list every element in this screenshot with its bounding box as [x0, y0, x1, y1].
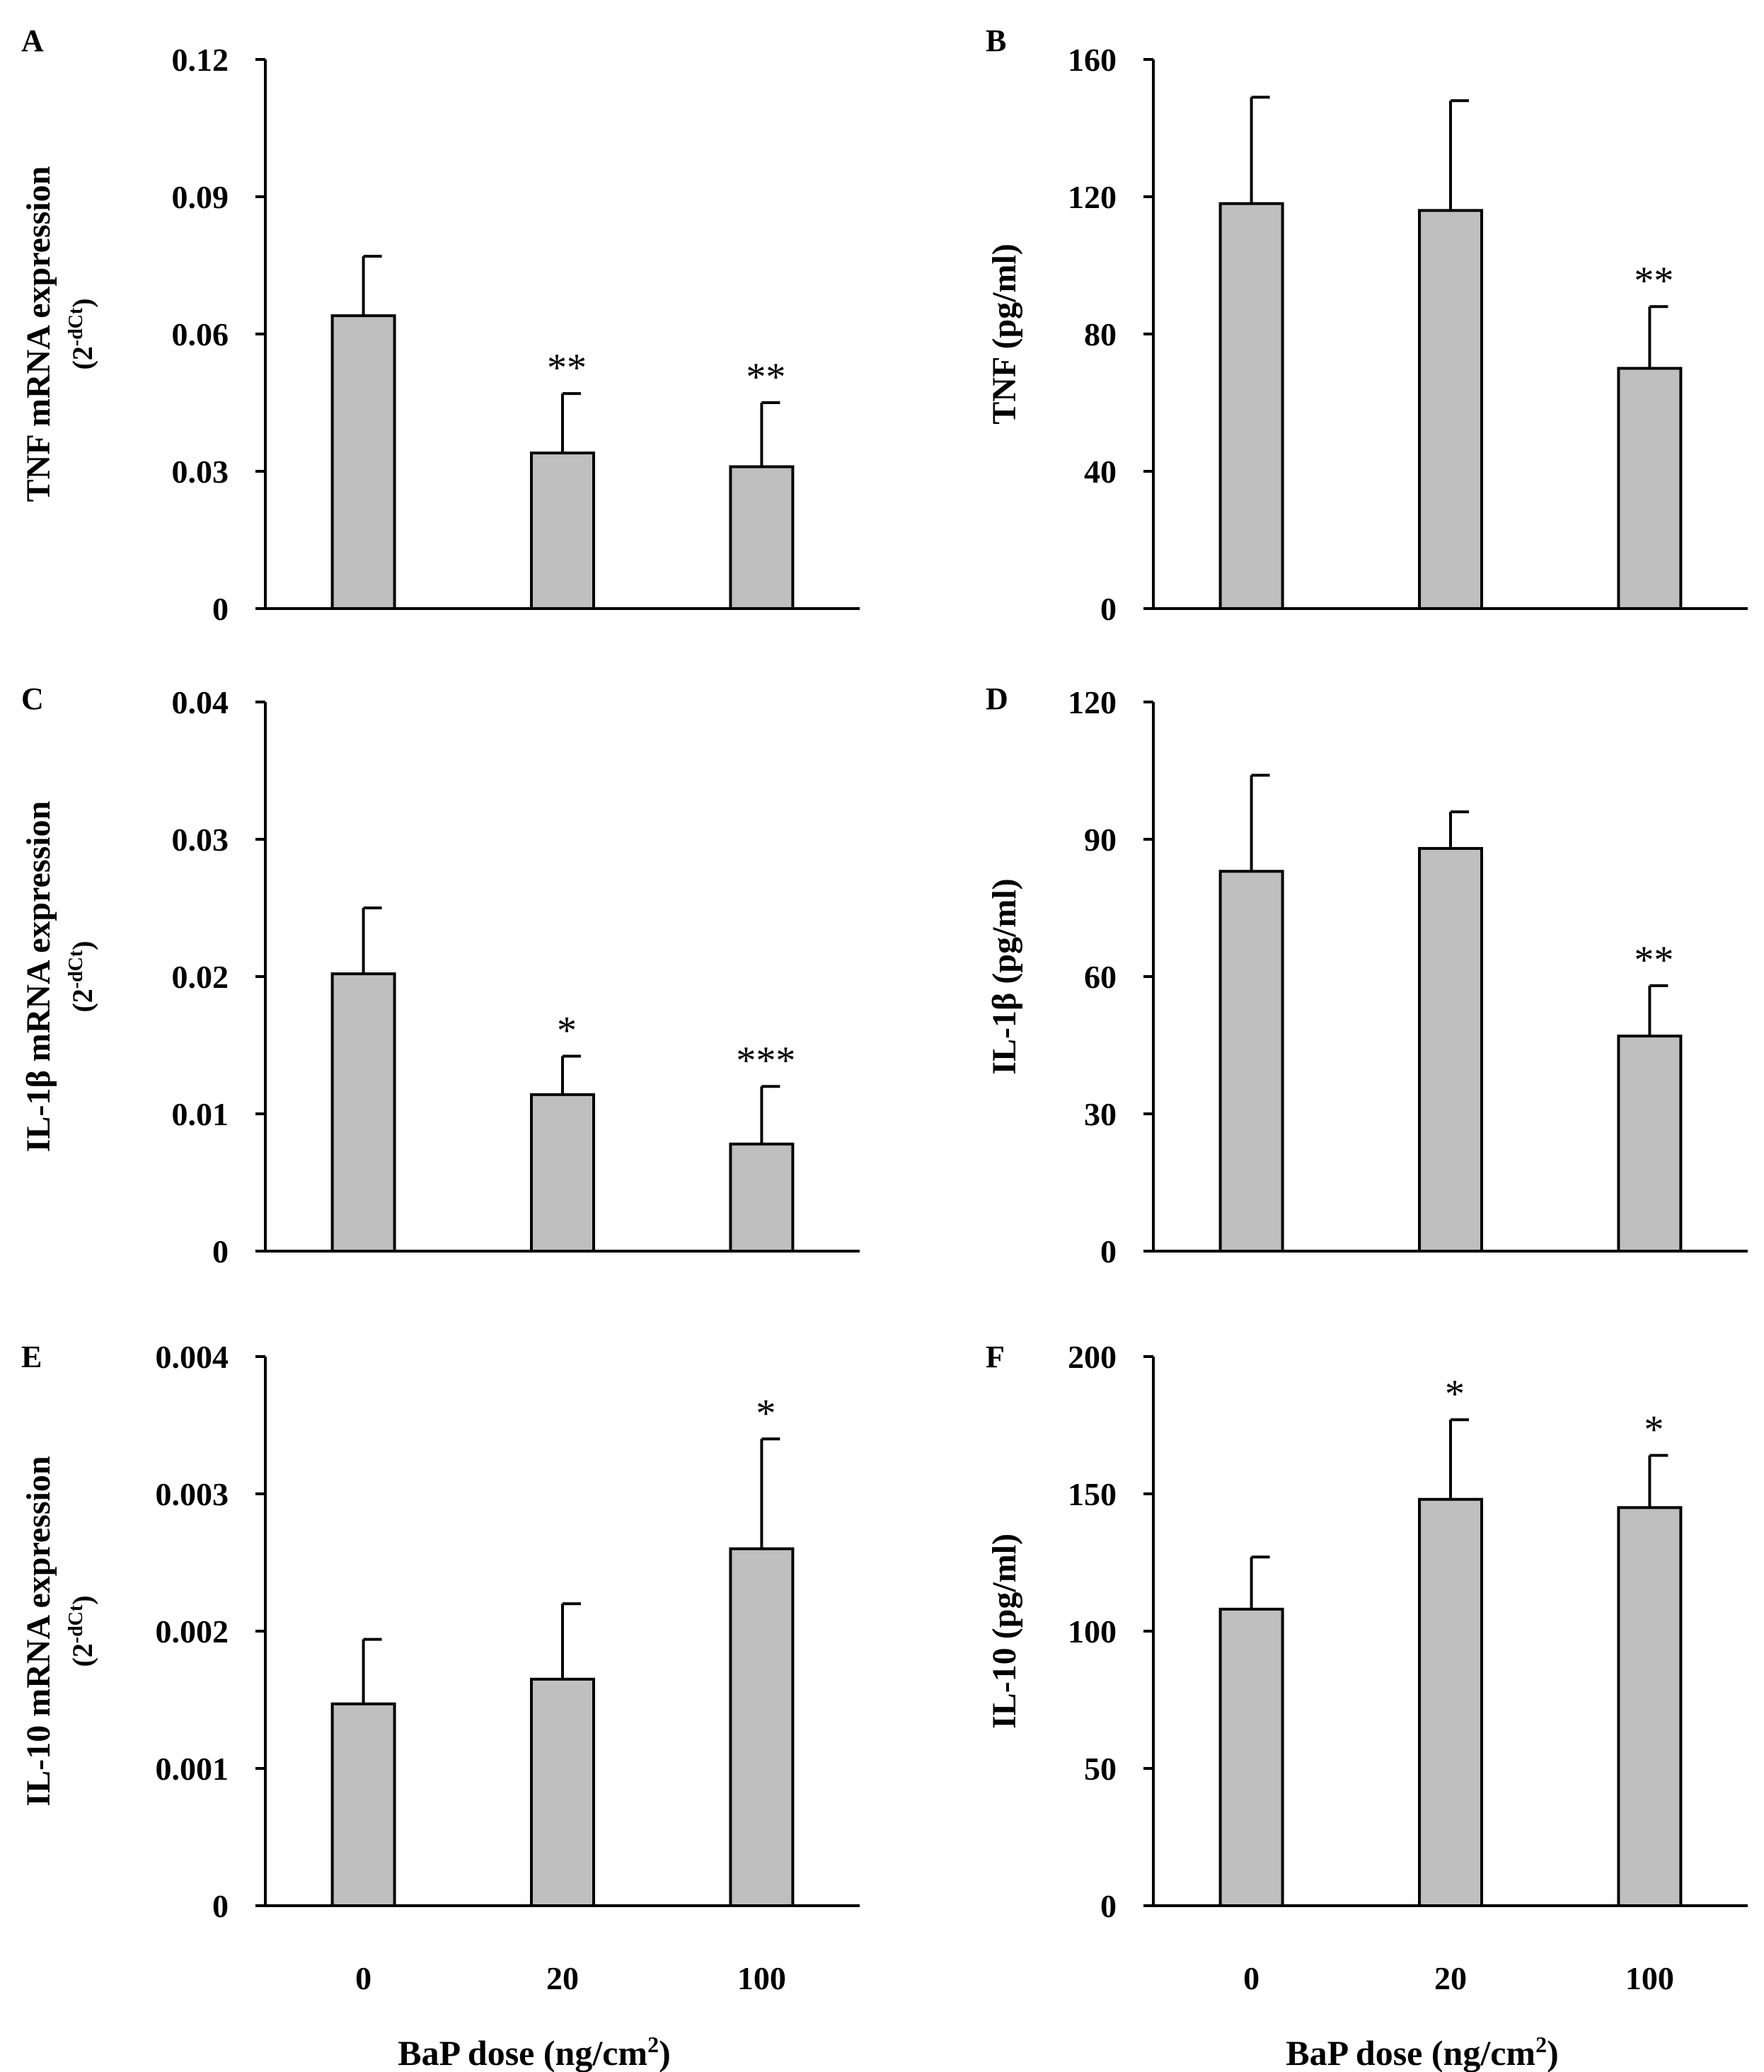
significance-marker: **	[1634, 259, 1673, 303]
y-tick-label: 0.004	[156, 1339, 229, 1375]
y-tick-label: 0.06	[172, 316, 229, 352]
panel-letter: D	[986, 681, 1008, 716]
bar	[1418, 846, 1483, 1253]
bar	[1218, 870, 1284, 1253]
y-tick-label: 0.01	[172, 1096, 229, 1132]
significance-marker: **	[547, 346, 587, 390]
y-axis-title: IL-1β mRNA expression	[20, 801, 57, 1152]
bar	[330, 314, 396, 610]
significance-marker: *	[1644, 1408, 1664, 1452]
y-axis-unit: (2-dCt)	[65, 1595, 98, 1667]
y-tick-label: 0.001	[156, 1751, 229, 1787]
bar	[1418, 1497, 1483, 1907]
panel-d: D 0 30 60 90 120 IL-1β (pg/ml) **	[986, 681, 1748, 1270]
y-tick-label: 0	[1100, 1888, 1117, 1924]
y-tick-label: 30	[1084, 1096, 1117, 1132]
y-tick-label: 0	[212, 591, 229, 627]
y-axis-title: IL-1β (pg/ml)	[986, 878, 1023, 1074]
y-tick-label: 0.003	[156, 1476, 229, 1512]
significance-marker: *	[1445, 1372, 1465, 1416]
significance-marker: *	[756, 1391, 776, 1435]
panel-letter: B	[986, 23, 1006, 58]
x-tick-label: 100	[1625, 1960, 1674, 1996]
significance-marker: *	[557, 1009, 577, 1053]
y-axis-title: TNF mRNA expression	[20, 166, 57, 502]
y-tick-label: 60	[1084, 959, 1117, 995]
y-tick-label: 0.09	[172, 179, 229, 215]
y-axis-title: IL-10 mRNA expression	[20, 1456, 57, 1806]
y-tick-label: 100	[1068, 1613, 1117, 1650]
y-tick-label: 50	[1084, 1751, 1117, 1787]
y-tick-label: 150	[1068, 1476, 1117, 1512]
y-axis-title: TNF (pg/ml)	[986, 243, 1023, 425]
y-tick-label: 0	[212, 1888, 229, 1924]
x-tick-label: 0	[1243, 1960, 1259, 1996]
significance-marker: ***	[736, 1039, 795, 1083]
panel-f: F 0 50 100 150 200 IL-10 (pg/ml) 0 * 20 * 100 BaP do…	[986, 1339, 1748, 2072]
significance-marker: **	[1634, 938, 1673, 982]
y-tick-label: 200	[1068, 1339, 1117, 1375]
panel-e: E 0 0.001 0.002 0.003 0.004 IL-10 mRNA express…	[20, 1339, 860, 2072]
y-tick-label: 0	[212, 1233, 229, 1270]
x-axis-title: BaP dose (ng/cm2)	[398, 2032, 670, 2072]
bar	[1617, 1506, 1683, 1907]
bar	[1418, 209, 1483, 610]
bar	[1218, 1607, 1284, 1907]
bar	[530, 1677, 595, 1907]
y-tick-label: 0.002	[156, 1613, 229, 1650]
bar	[530, 451, 595, 611]
y-axis-unit: (2-dCt)	[65, 940, 98, 1012]
panel-c: C 0 0.01 0.02 0.03 0.04 IL-1β mRNA expression(…	[20, 681, 860, 1270]
bar	[1617, 367, 1683, 610]
significance-marker: **	[746, 355, 785, 399]
y-tick-label: 0.02	[172, 959, 229, 995]
y-tick-label: 0.04	[172, 684, 229, 720]
panel-a: A 0 0.03 0.06 0.09 0.12 TNF mRNA expression (2-…	[20, 23, 860, 627]
y-tick-label: 0	[1100, 1233, 1117, 1270]
x-tick-label: 100	[737, 1960, 786, 1996]
panel-b: B 0 40 80 120 160 TNF (pg/ml) **	[986, 23, 1748, 627]
panel-letter: F	[986, 1340, 1005, 1374]
y-tick-label: 0.03	[172, 454, 229, 490]
y-tick-label: 40	[1084, 454, 1117, 490]
bar	[530, 1093, 595, 1253]
bar	[330, 972, 396, 1253]
y-axis-unit: (2-dCt)	[65, 298, 98, 369]
panel-letter: A	[21, 23, 44, 58]
y-tick-label: 0.03	[172, 822, 229, 858]
y-tick-label: 120	[1068, 684, 1117, 720]
bar	[729, 1547, 795, 1908]
panel-letter: E	[21, 1340, 42, 1374]
bar	[330, 1702, 396, 1908]
x-axis-title: BaP dose (ng/cm2)	[1286, 2032, 1558, 2072]
bar	[729, 465, 795, 610]
y-tick-label: 90	[1084, 822, 1117, 858]
panel-letter: C	[21, 681, 44, 716]
bar	[1218, 202, 1284, 610]
x-tick-label: 0	[355, 1960, 371, 1996]
y-tick-label: 120	[1068, 179, 1117, 215]
bar	[729, 1142, 795, 1253]
x-tick-label: 20	[1434, 1960, 1467, 1996]
bar	[1617, 1035, 1683, 1253]
y-axis-title: IL-10 (pg/ml)	[986, 1533, 1023, 1729]
y-tick-label: 80	[1084, 316, 1117, 352]
x-tick-label: 20	[546, 1960, 579, 1996]
y-tick-label: 160	[1068, 42, 1117, 78]
y-tick-label: 0	[1100, 591, 1117, 627]
y-tick-label: 0.12	[172, 42, 229, 78]
